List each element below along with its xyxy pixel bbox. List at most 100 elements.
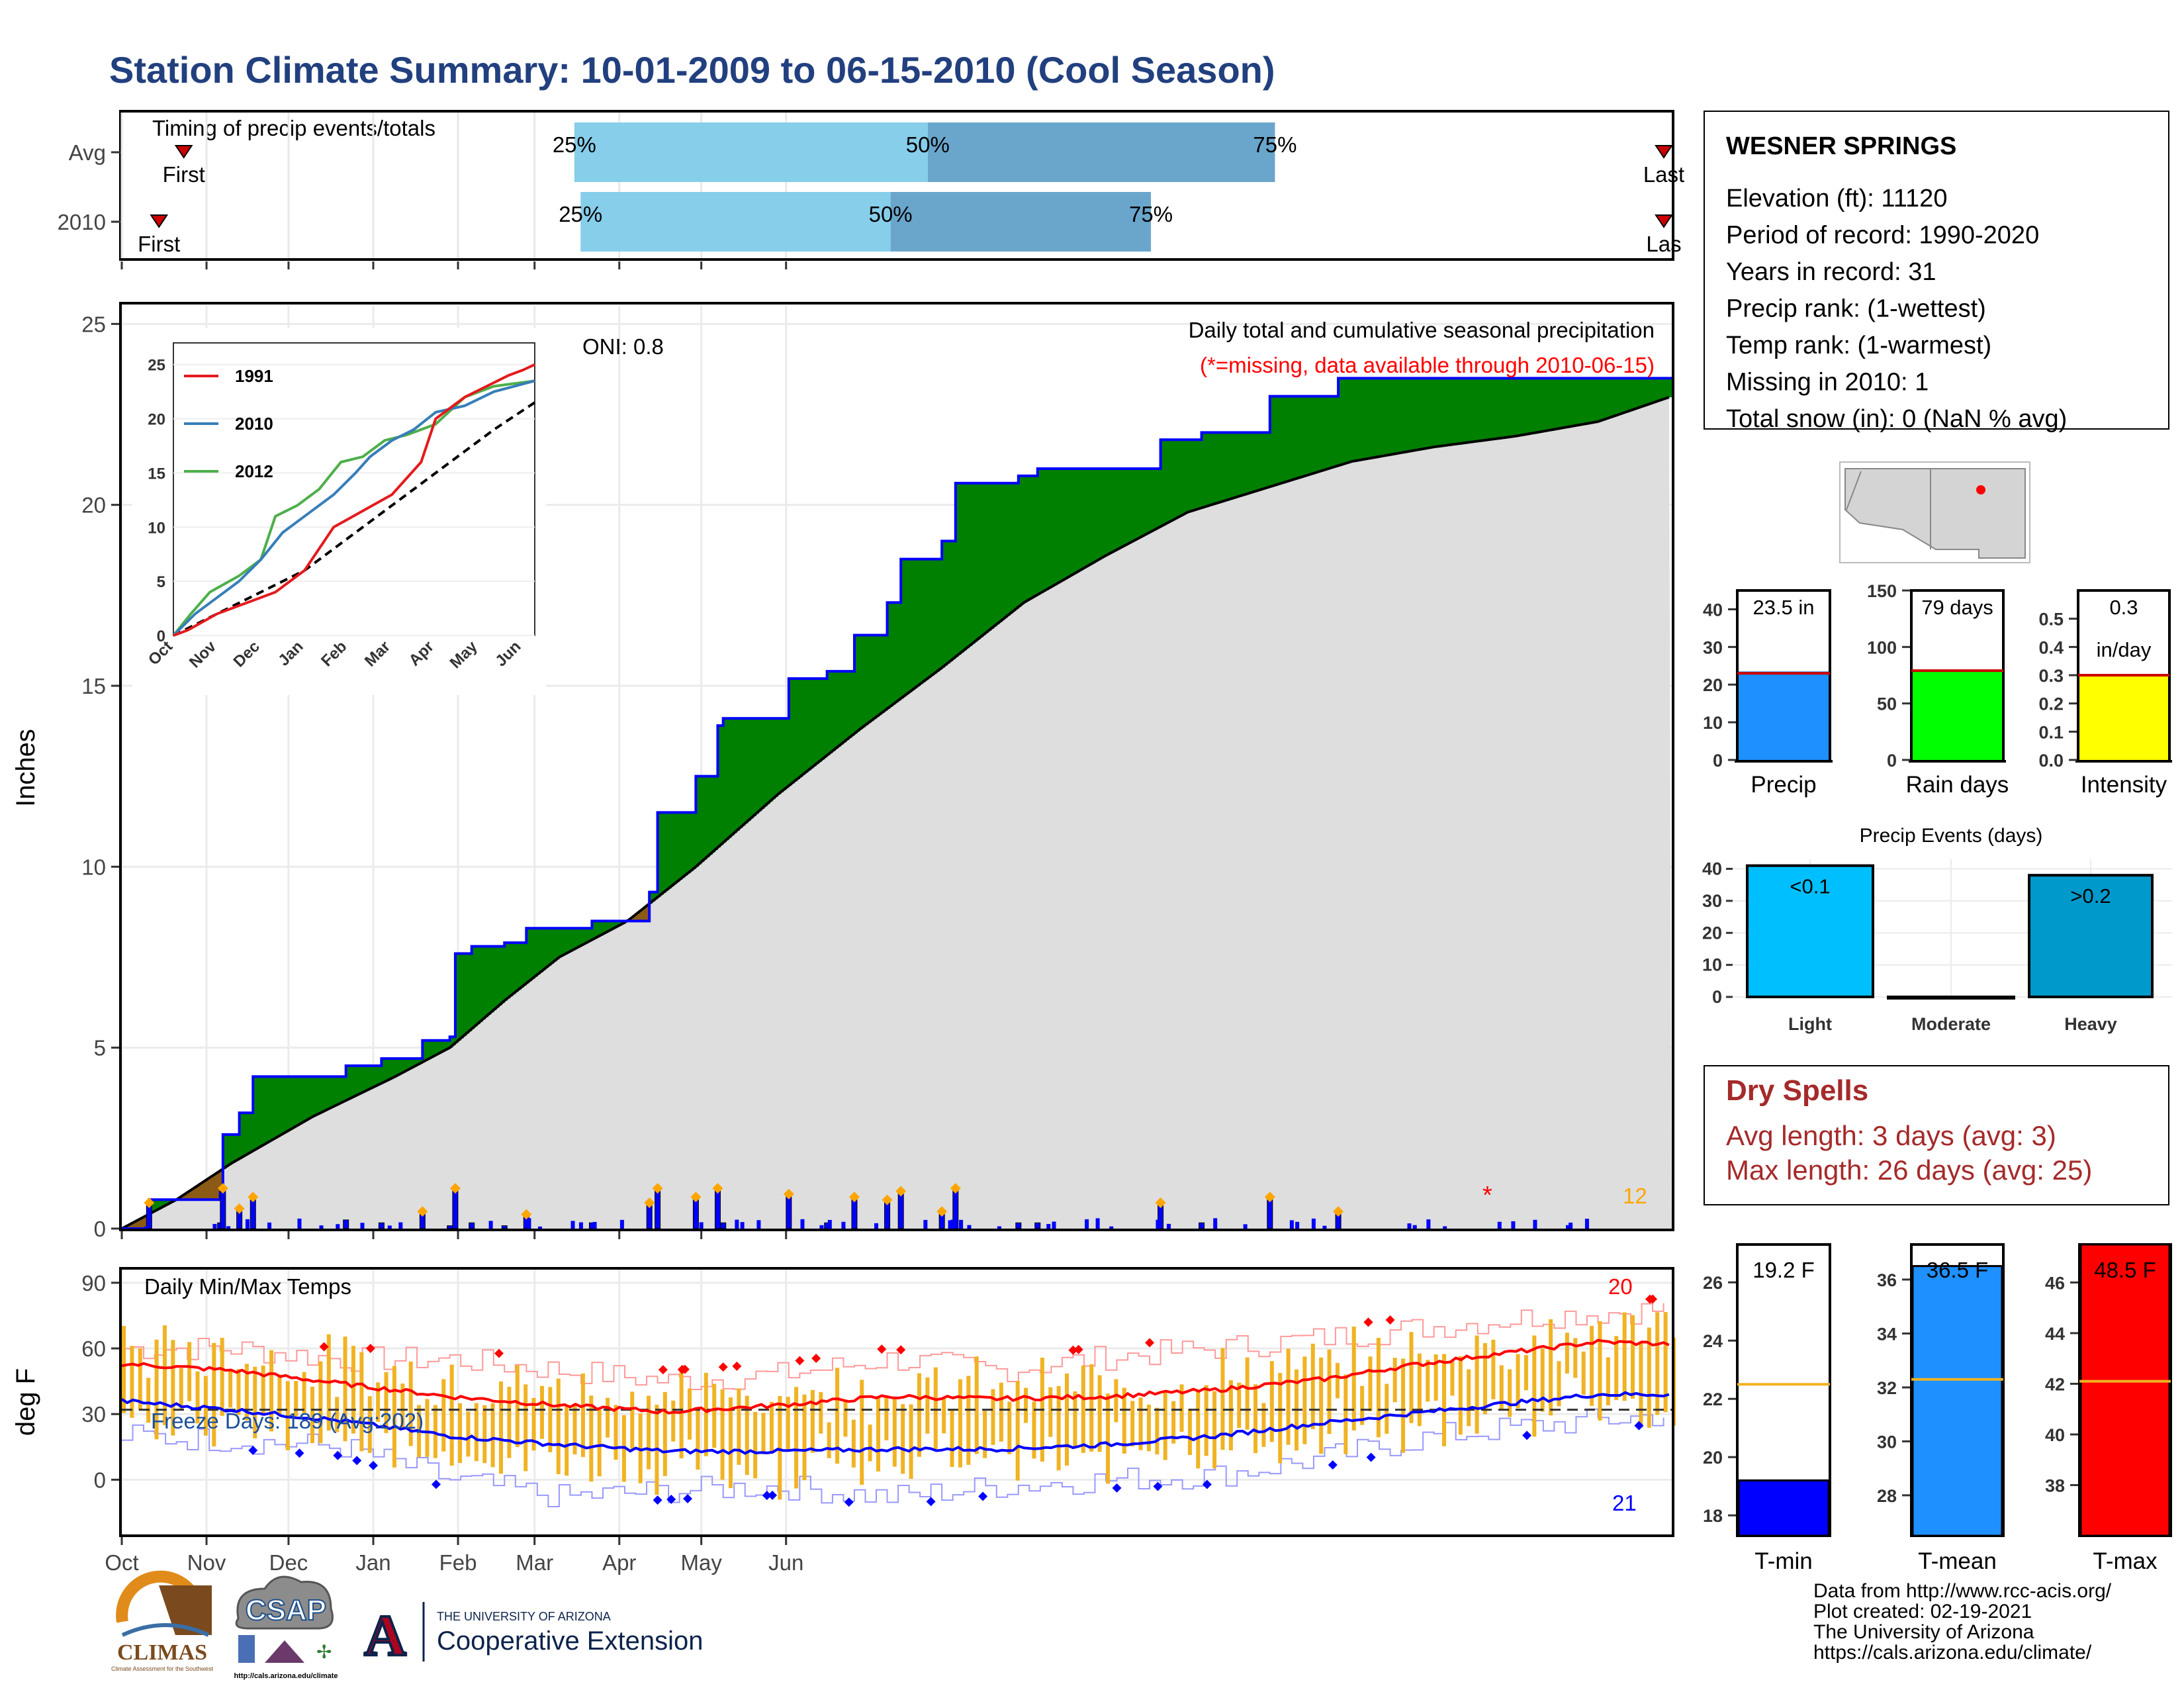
deficit-fill: [187, 1192, 191, 1200]
summary-bar-tick-label: 0: [1887, 751, 1897, 771]
daily-temp-bar: [1524, 1354, 1528, 1391]
surplus-fill: [966, 483, 970, 649]
surplus-fill: [1201, 432, 1205, 508]
surplus-fill: [502, 946, 505, 1004]
daily-temp-bar: [638, 1413, 643, 1483]
surplus-fill: [1155, 469, 1159, 530]
deficit-fill: [214, 1174, 218, 1200]
daily-precip-bar: [488, 1221, 493, 1229]
record-high-marker: [365, 1344, 375, 1354]
heavy-day-marker: [712, 1183, 723, 1194]
surplus-fill: [324, 1076, 328, 1111]
surplus-fill: [162, 1199, 166, 1207]
timing-bar-q50-q75: [890, 192, 1152, 252]
daily-temp-bar: [253, 1366, 257, 1438]
surplus-fill: [493, 946, 497, 1010]
daily-temp-bar: [1450, 1360, 1455, 1396]
daily-temp-bar: [753, 1411, 758, 1479]
inset-y-tick-label: 5: [157, 573, 165, 591]
surplus-fill: [316, 1076, 319, 1115]
surplus-fill: [578, 928, 582, 947]
surplus-fill: [1505, 378, 1508, 438]
surplus-fill: [507, 943, 511, 999]
surplus-fill: [1644, 378, 1648, 406]
surplus-fill: [920, 559, 923, 684]
temp-y-tick-label: 0: [94, 1468, 106, 1492]
daily-temp-bar: [1097, 1375, 1102, 1452]
surplus-fill: [1666, 378, 1670, 399]
station-name: WESNER SPRINGS: [1726, 132, 1956, 160]
surplus-fill: [253, 1076, 256, 1151]
precip-count-label: 12: [1623, 1184, 1647, 1208]
surplus-fill: [1627, 378, 1631, 412]
surplus-fill: [258, 1076, 262, 1148]
precip-header: Daily total and cumulative seasonal prec…: [1189, 318, 1655, 342]
temp-bar-tick-label: 40: [2045, 1425, 2065, 1445]
footer-line: The University of Arizona: [1813, 1621, 2034, 1643]
logos: CLIMAS Climate Assessment for the Southw…: [111, 1570, 703, 1680]
surplus-fill: [152, 1199, 156, 1213]
surplus-fill: [1529, 378, 1533, 434]
daily-temp-bar: [294, 1381, 298, 1417]
surplus-fill: [1165, 440, 1169, 524]
surplus-fill: [335, 1076, 338, 1106]
surplus-fill: [1436, 378, 1440, 447]
surplus-fill: [1278, 396, 1281, 485]
surplus-fill: [1447, 378, 1451, 445]
station-info-line: Missing in 2010: 1: [1726, 369, 1929, 397]
daily-precip-bar: [1109, 1226, 1114, 1229]
x-month-label: Apr: [602, 1550, 636, 1575]
surplus-fill: [1259, 432, 1263, 491]
surplus-fill: [242, 1113, 246, 1158]
surplus-fill: [441, 1040, 445, 1053]
record-high-marker: [319, 1342, 329, 1352]
surplus-fill: [1426, 378, 1429, 449]
dry-spells-max: Max length: 26 days (avg: 25): [1726, 1154, 2092, 1186]
surplus-fill: [548, 928, 552, 966]
daily-precip-bar: [1407, 1223, 1412, 1229]
daily-temp-bar: [1155, 1407, 1160, 1455]
deficit-fill: [203, 1181, 207, 1200]
surplus-fill: [512, 943, 516, 994]
surplus-fill: [887, 602, 891, 709]
min-mean-line: [120, 1391, 1670, 1455]
surplus-fill: [662, 812, 666, 893]
surplus-fill: [1649, 378, 1653, 404]
daily-temp-bar: [1237, 1382, 1242, 1429]
daily-temp-bar: [1631, 1315, 1635, 1399]
daily-temp-bar: [343, 1336, 347, 1442]
x-month-label: Nov: [187, 1550, 226, 1575]
surplus-fill: [742, 718, 746, 826]
surplus-fill: [461, 953, 464, 1039]
station-info-line: Precip rank: (1-wettest): [1726, 295, 1986, 323]
timing-bar-q25-q50: [580, 192, 891, 252]
surplus-fill: [1026, 475, 1030, 601]
surplus-fill: [911, 559, 915, 690]
daily-temp-bar: [277, 1374, 282, 1417]
daily-precip-bar: [874, 1223, 879, 1229]
surplus-fill: [1455, 378, 1459, 444]
surplus-fill: [348, 1066, 352, 1100]
surplus-fill: [1056, 469, 1060, 584]
summary-bar-tick-label: 100: [1867, 637, 1897, 657]
surplus-fill: [1327, 396, 1331, 469]
surplus-fill: [250, 1113, 253, 1153]
timing-q25-label: 25%: [553, 132, 596, 157]
surplus-fill: [1174, 440, 1177, 520]
surplus-fill: [477, 946, 480, 1025]
surplus-fill: [824, 679, 828, 758]
record-high-marker: [732, 1361, 742, 1371]
surplus-fill: [1668, 378, 1672, 398]
surplus-fill: [657, 812, 661, 898]
heavy-day-marker: [234, 1203, 245, 1214]
daily-precip-bar: [1511, 1221, 1516, 1229]
daily-temp-bar: [843, 1401, 848, 1437]
surplus-fill: [1433, 378, 1437, 447]
temp-bar-value: 19.2 F: [1752, 1258, 1815, 1282]
surplus-fill: [1078, 469, 1082, 571]
surplus-fill: [1551, 378, 1555, 430]
surplus-fill: [1562, 378, 1566, 428]
surplus-fill: [439, 1040, 442, 1054]
surplus-fill: [1206, 432, 1210, 506]
surplus-fill: [340, 1076, 344, 1103]
